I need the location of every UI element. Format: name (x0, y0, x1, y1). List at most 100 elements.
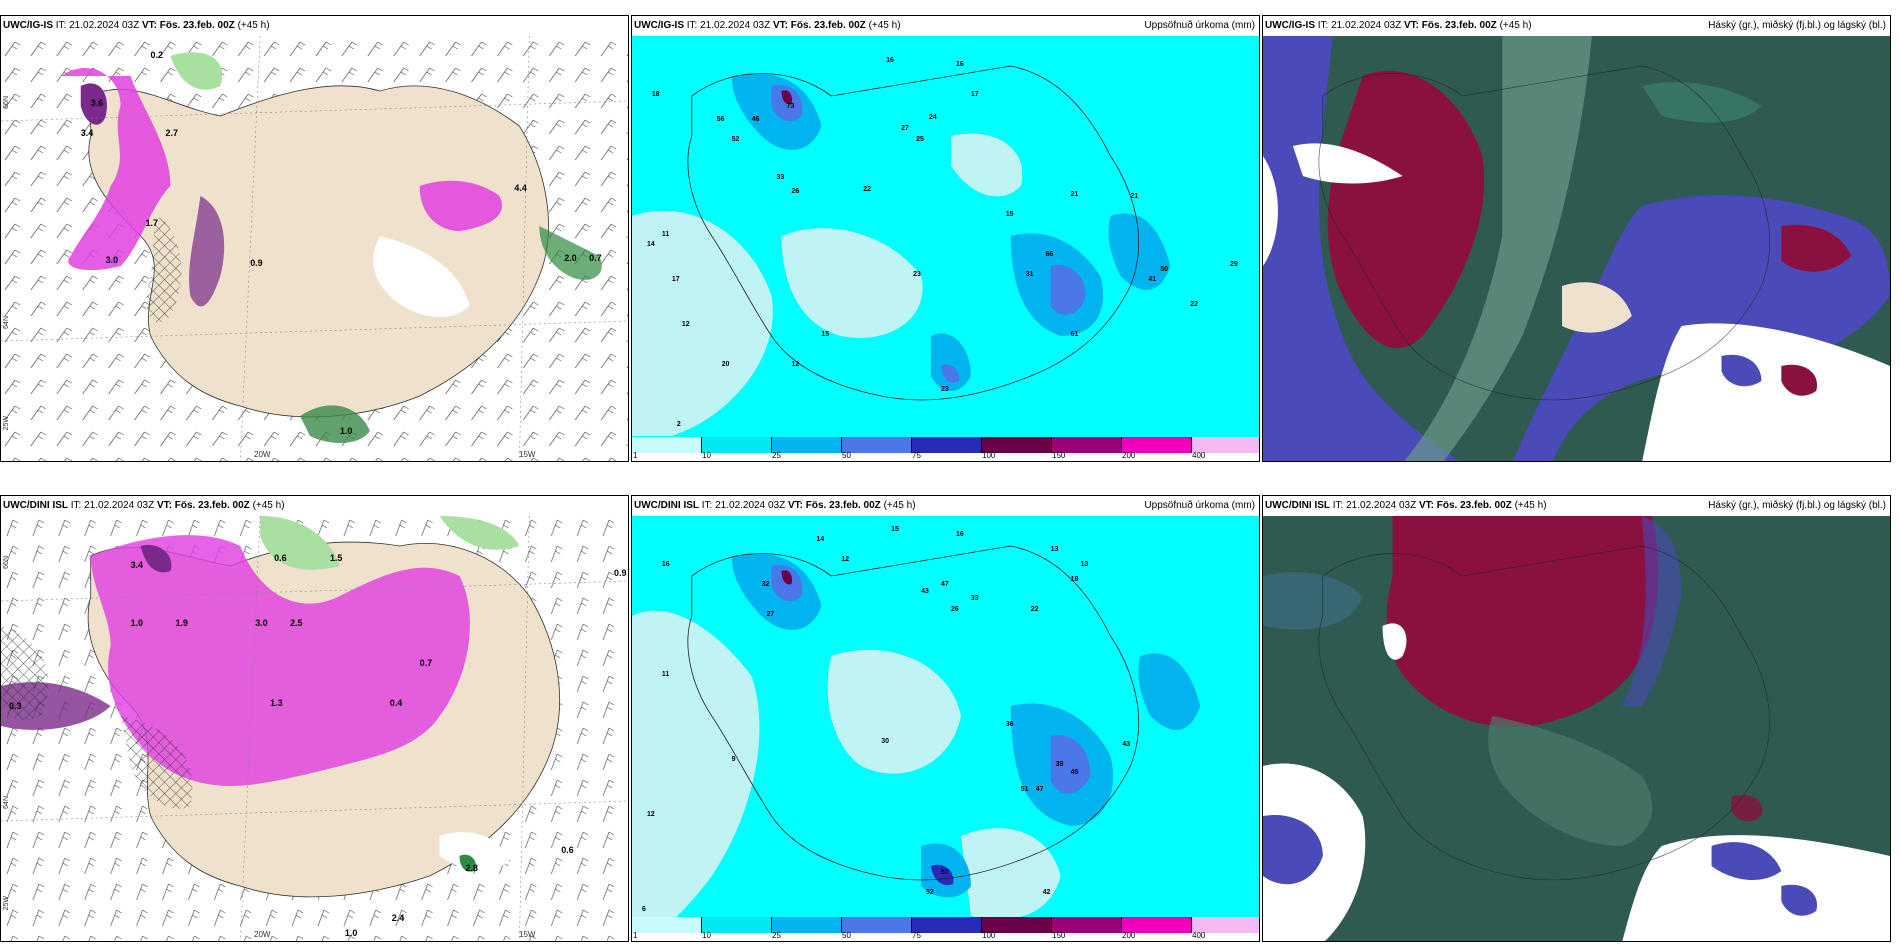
precip-label: 6 (642, 906, 646, 913)
issue-time: IT: 21.02.2024 03Z (55, 20, 140, 31)
precip-label: 66 (1046, 251, 1054, 258)
precip-label: 52 (732, 136, 740, 143)
snow-label: 2.0 (564, 253, 576, 263)
cloud-map-svg (1263, 36, 1890, 461)
precip-label: 16 (956, 61, 964, 68)
colorbar-seg-25 (772, 437, 842, 453)
panel-bottom-clouds: UWC/DINI ISL IT: 21.02.2024 03Z VT: Fös.… (1262, 495, 1891, 942)
colorbar-seg-75 (912, 917, 982, 933)
model-name: UWC/DINI ISL (1265, 500, 1330, 511)
snow-label: 0.2 (151, 50, 163, 60)
snow-label: 3.0 (106, 255, 118, 265)
model-name: UWC/IG-IS (3, 20, 53, 31)
precip-label: 45 (1071, 769, 1079, 776)
panel-header: UWC/DINI ISL IT: 21.02.2024 03Z VT: Fös.… (632, 496, 1259, 516)
colorbar-label: 400 (1192, 931, 1206, 940)
precip-label: 61 (1071, 331, 1079, 338)
snow-label: 1.7 (146, 218, 158, 228)
precip-label: 12 (647, 811, 655, 818)
colorbar-seg-10 (702, 437, 772, 453)
colorbar-label: 75 (912, 931, 921, 940)
panel-top-clouds: UWC/IG-IS IT: 21.02.2024 03Z VT: Fös. 23… (1262, 15, 1891, 462)
precip-label: 20 (722, 361, 730, 368)
colorbar-label: 150 (1052, 931, 1066, 940)
colorbar-seg-25 (772, 917, 842, 933)
valid-time: VT: Fös. 23.feb. 00Z (156, 500, 250, 511)
colorbar-label: 200 (1122, 451, 1136, 460)
snow-label: 1.0 (345, 928, 357, 938)
precip-map: 14 15 16 16 12 13 13 18 47 43 26 33 22 2… (632, 516, 1259, 941)
panel-header: UWC/DINI ISL IT: 21.02.2024 03Z VT: Fös.… (1, 496, 628, 516)
precip-label: 16 (662, 561, 670, 568)
snow-label: 1.9 (175, 618, 187, 628)
lat-label-25w: 25W (3, 896, 10, 911)
precip-label: 24 (929, 114, 937, 121)
snow-label: 3.0 (255, 618, 267, 628)
precip-label: 15 (1006, 211, 1014, 218)
valid-time: VT: Fös. 23.feb. 00Z (1403, 20, 1497, 31)
precip-label: 52 (926, 889, 934, 896)
panel-bottom-precip: UWC/DINI ISL IT: 21.02.2024 03Z VT: Fös.… (631, 495, 1260, 942)
lat-label-64n: 64N (3, 796, 10, 809)
lat-label-66n: 66N (3, 556, 10, 569)
colorbar-seg-400 (1192, 437, 1259, 453)
precip-label: 18 (652, 91, 660, 98)
precip-label: 43 (921, 588, 929, 595)
precip-label: 25 (916, 136, 924, 143)
snow-label: 2.4 (392, 913, 404, 923)
lead-time: (+45 h) (252, 500, 285, 511)
colorbar-seg-100 (982, 437, 1052, 453)
snow-label: 3.4 (81, 128, 93, 138)
precip-label: 56 (717, 116, 725, 123)
precip-label: 2 (677, 421, 681, 428)
snow-label: 3.4 (131, 560, 143, 570)
colorbar-label: 400 (1192, 451, 1206, 460)
lead-time: (+45 h) (868, 20, 901, 31)
precip-label: 17 (971, 91, 979, 98)
snow-map: 0.3 3.4 1.0 1.9 3.0 2.5 0.6 1.5 0.9 0.6 … (1, 516, 628, 941)
model-name: UWC/IG-IS (1265, 20, 1315, 31)
precip-label: 51 (1021, 786, 1029, 793)
precip-label: 16 (886, 57, 894, 64)
precip-label: 50 (1160, 266, 1168, 273)
precip-label: 22 (1190, 301, 1198, 308)
snow-label: 2.5 (290, 618, 302, 628)
snow-label: 0.9 (614, 568, 626, 578)
snow-values-top: 0.2 3.6 3.4 2.7 3.0 1.7 0.9 2.0 0.7 1.0 … (81, 50, 602, 436)
panel-title: Uppsöfnuð úrkoma (mm) (1144, 500, 1255, 511)
panel-header: UWC/IG-IS IT: 21.02.2024 03Z VT: Fös. 23… (632, 16, 1259, 36)
panel-bottom-snow: UWC/DINI ISL IT: 21.02.2024 03Z VT: Fös.… (0, 495, 629, 942)
snow-map-svg: 0.3 3.4 1.0 1.9 3.0 2.5 0.6 1.5 0.9 0.6 … (1, 516, 628, 941)
lat-label-25w: 25W (3, 416, 10, 431)
snow-label: 2.7 (165, 128, 177, 138)
precip-label: 23 (941, 386, 949, 393)
precip-values-bottom: 14 15 16 16 12 13 13 18 47 43 26 33 22 2… (642, 526, 1130, 913)
precip-label: 39 (1056, 761, 1064, 768)
model-name: UWC/DINI ISL (3, 500, 68, 511)
colorbar-label: 75 (912, 451, 921, 460)
issue-time: IT: 21.02.2024 03Z (686, 20, 771, 31)
precip-label: 26 (951, 606, 959, 613)
snow-label: 0.6 (274, 553, 286, 563)
precip-label: 22 (863, 186, 871, 193)
precip-label: 21 (1071, 191, 1079, 198)
snow-label: 1.0 (131, 618, 143, 628)
precip-label: 12 (682, 321, 690, 328)
precip-label: 73 (787, 103, 795, 110)
snow-label: 1.0 (340, 426, 352, 436)
precip-label: 15 (821, 331, 829, 338)
colorbar-label: 100 (982, 931, 996, 940)
panel-title: Háský (gr.), miðský (fj.bl.) og lágský (… (1708, 20, 1886, 31)
colorbar: 1 10 25 50 75 100 150 200 400 (632, 917, 1259, 941)
precip-label: 27 (767, 611, 775, 618)
lon-label-20w: 20W (254, 450, 271, 459)
precip-values-top: 16 16 18 21 27 33 24 26 17 15 21 22 15 2… (647, 57, 1238, 428)
colorbar-seg-75 (912, 437, 982, 453)
precip-label: 33 (971, 595, 979, 602)
colorbar-label: 1 (633, 451, 638, 460)
precip-map-svg: 14 15 16 16 12 13 13 18 47 43 26 33 22 2… (632, 516, 1259, 941)
precip-label: 12 (791, 361, 799, 368)
colorbar-seg-200 (1122, 917, 1192, 933)
colorbar-seg-1 (632, 437, 702, 453)
colorbar-seg-50 (842, 917, 912, 933)
